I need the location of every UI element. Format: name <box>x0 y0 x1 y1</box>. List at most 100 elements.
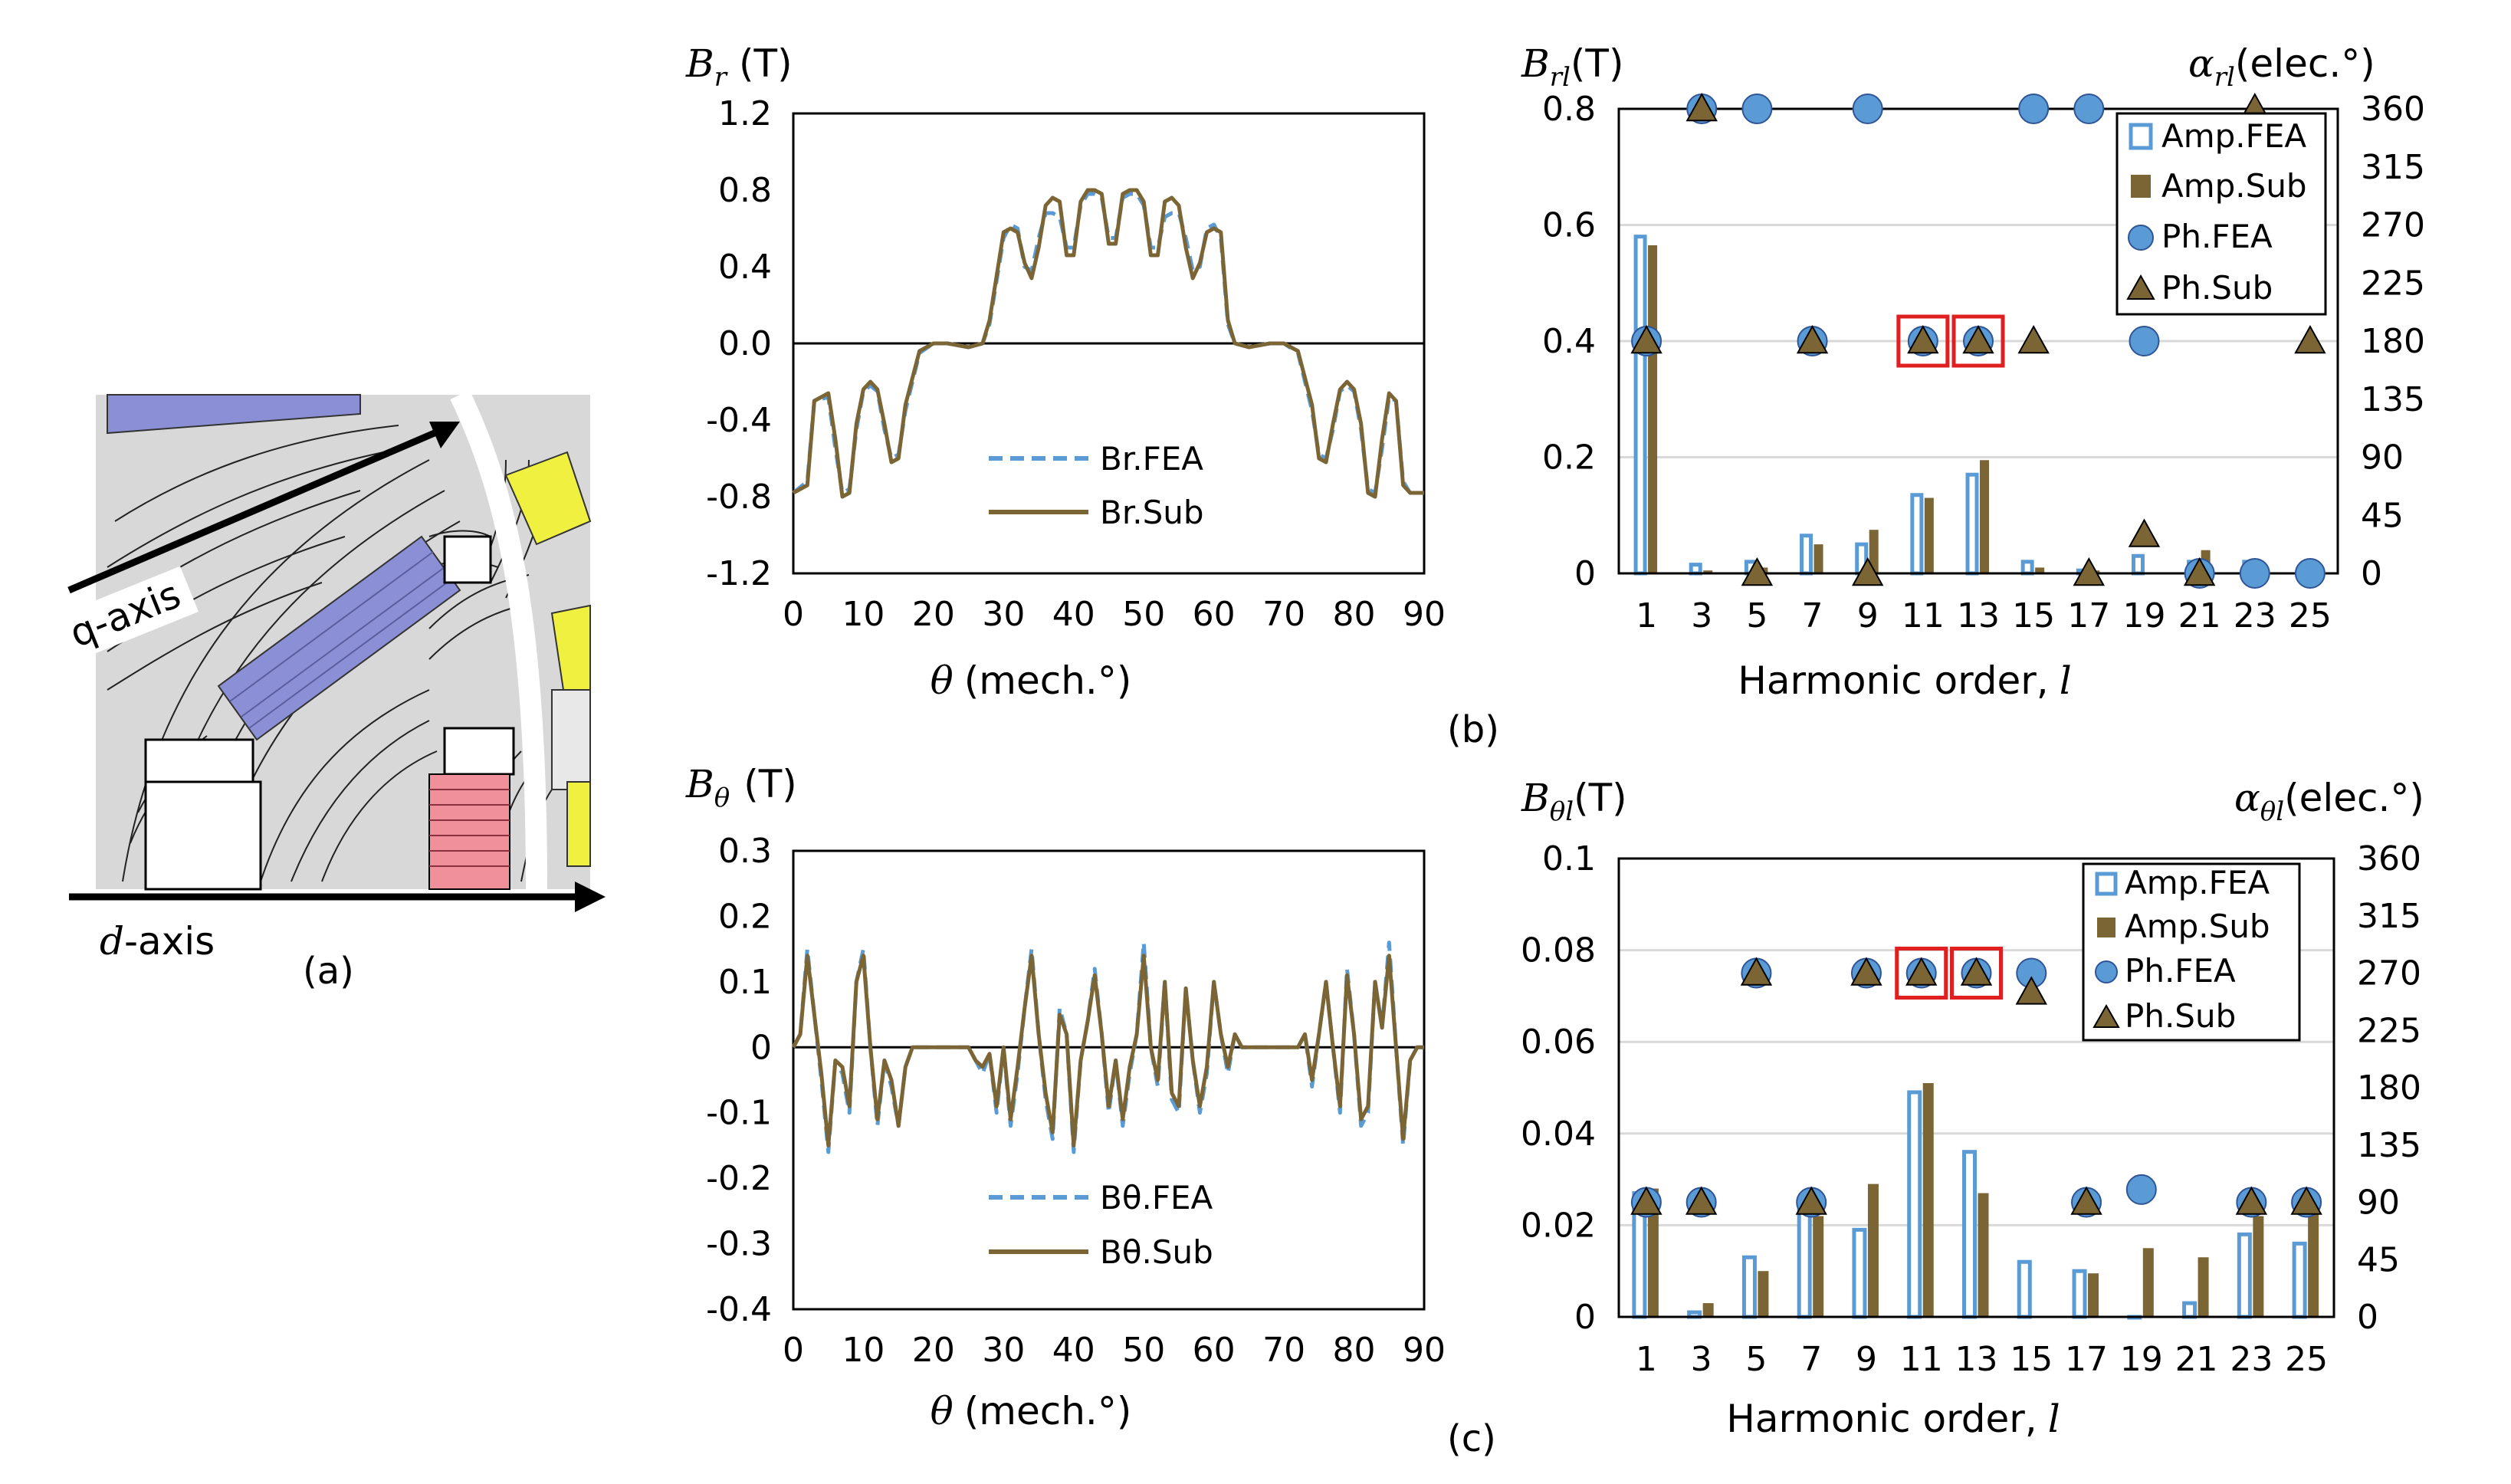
brl-y2-tick-label: 180 <box>2361 322 2425 361</box>
br-x-tick-label: 70 <box>1262 595 1305 634</box>
bt-x-axis-label: θ (mech.°) <box>931 1389 1132 1433</box>
panel-label-c: (c) <box>1447 1417 1496 1460</box>
brl-legend-phsub-label: Ph.Sub <box>2161 269 2273 307</box>
brl-bar-ampfea <box>1910 493 1924 576</box>
brl-x-tick-label: 1 <box>1636 596 1657 635</box>
btl-bar-ampsub <box>1978 1193 1989 1317</box>
br-series-sub-line <box>792 188 1424 499</box>
br-y-tick-label: -1.2 <box>706 554 772 593</box>
bt-x-tick-label: 30 <box>982 1331 1025 1370</box>
bt-y-tick-label: -0.3 <box>706 1225 772 1264</box>
rotor-slot-right <box>443 727 515 776</box>
brl-x-tick-label: 13 <box>1957 596 2000 635</box>
btl-bar-ampsub <box>2253 1216 2264 1317</box>
bt-x-tick-label: 80 <box>1333 1331 1376 1370</box>
panel-label-a: (a) <box>303 950 354 993</box>
btl-marker-phsub <box>2070 1186 2102 1215</box>
btl-bar-ampsub <box>1647 1188 1659 1317</box>
btl-x-axis-label: Harmonic order, l <box>1726 1397 2060 1441</box>
brl-marker-phsub <box>2183 556 2216 586</box>
rotor-pocket-left <box>144 780 262 891</box>
brl-x-tick-label: 3 <box>1691 596 1712 635</box>
brl-x-tick-label: 19 <box>2122 596 2165 635</box>
brl-x-tick-label: 23 <box>2234 596 2276 635</box>
brl-bar-ampsub <box>1869 530 1879 573</box>
btl-y-tick-label: 0.1 <box>1542 839 1596 878</box>
br-legend-sub-label: Br.Sub <box>1100 494 1204 531</box>
br-y-tick-label: 0.4 <box>718 248 772 287</box>
brl-legend: Amp.FEA Amp.Sub Ph.FEA Ph.Sub <box>2115 112 2327 316</box>
btl-x-tick-label: 21 <box>2175 1340 2218 1379</box>
btl-marker-phsub <box>1795 1186 1827 1215</box>
btl-bar-ampsub <box>1922 1083 1934 1317</box>
d-axis-arrowhead <box>575 882 606 912</box>
btl-legend-phfea-swatch <box>2095 960 2118 983</box>
brl-x-tick-label: 9 <box>1857 596 1879 635</box>
btl-bar-ampfea <box>1852 1227 1867 1319</box>
btl-marker-phsub <box>2235 1186 2268 1215</box>
btl-highlight-box-order-11 <box>1895 947 1948 1000</box>
btl-bar-ampfea <box>2182 1301 2198 1319</box>
bt-x-tick-label: 60 <box>1193 1331 1236 1370</box>
btl-x-tick-label: 7 <box>1800 1340 1822 1379</box>
btl-y2-tick-label: 180 <box>2357 1069 2421 1108</box>
br-legend-fea-label: Br.FEA <box>1100 440 1203 478</box>
brl-bar-ampsub <box>1980 460 1989 573</box>
bt-y-tick-label: 0.3 <box>718 832 772 871</box>
brl-legend-phsub-swatch <box>2126 274 2155 300</box>
btl-x-tick-label: 19 <box>2120 1340 2163 1379</box>
brl-y2-tick-label: 45 <box>2361 496 2404 535</box>
btl-bar-ampfea <box>1741 1255 1757 1319</box>
brl-bar-ampsub <box>1648 245 1658 573</box>
btl-marker-phsub <box>1685 1186 1718 1215</box>
btl-legend-ampfea-swatch <box>2095 872 2118 896</box>
brl-highlight-box-order-11 <box>1896 314 1950 368</box>
btl-bar-ampfea <box>2072 1269 2087 1319</box>
brl-x-tick-label: 17 <box>2067 596 2110 635</box>
br-x-tick-label: 30 <box>982 595 1025 634</box>
br-y-tick-label: -0.8 <box>706 478 772 517</box>
q-axis-arrow <box>67 422 454 594</box>
stator-winding <box>428 773 510 890</box>
brl-y2-axis-label: αrl(elec.°) <box>2188 41 2375 93</box>
brl-marker-phsub <box>1851 556 1884 586</box>
btl-marker-phsub <box>1905 957 1938 986</box>
btl-y-tick-label: 0.04 <box>1521 1115 1596 1154</box>
brl-y-axis-label: Brl(T) <box>1521 41 1623 93</box>
btl-legend-phsub-swatch <box>2092 1003 2120 1028</box>
btl-bar-ampsub <box>2308 1197 2319 1317</box>
btl-y-tick-label: 0.02 <box>1521 1206 1596 1245</box>
brl-y-tick-label: 0.8 <box>1542 90 1596 129</box>
btl-legend-phfea-label: Ph.FEA <box>2125 952 2236 990</box>
brl-bar-ampsub <box>1924 497 1934 573</box>
brl-harmonic-chart: Brl(T) αrl(elec.°) Harmonic order, l 0.8 0… <box>1521 41 2425 703</box>
btl-legend-ampfea-label: Amp.FEA <box>2125 864 2270 901</box>
bt-legend-sub-label: Bθ.Sub <box>1100 1233 1213 1271</box>
btl-bar-ampsub <box>1702 1303 1714 1317</box>
btl-y2-tick-label: 45 <box>2357 1240 2400 1279</box>
btl-x-tick-label: 13 <box>1955 1340 1998 1379</box>
brl-y2-tick-label: 360 <box>2361 90 2425 129</box>
bt-x-tick-label: 20 <box>912 1331 955 1370</box>
btl-x-tick-label: 1 <box>1636 1340 1657 1379</box>
br-legend: Br.FEA Br.Sub <box>989 440 1204 531</box>
brl-marker-phsub <box>2073 556 2106 586</box>
brl-marker-phfea <box>2294 558 2326 589</box>
btl-x-tick-label: 25 <box>2285 1340 2328 1379</box>
bt-x-tick-label: 0 <box>783 1331 804 1370</box>
brl-y-tick-label: 0.2 <box>1542 438 1596 478</box>
btl-y-tick-label: 0.08 <box>1521 931 1596 970</box>
btl-marker-phsub <box>1960 957 1993 986</box>
brl-bar-ampfea <box>1689 563 1702 576</box>
brl-y2-tick-label: 225 <box>2361 264 2425 303</box>
motor-cross-section-diagram: q-axis d-axis (a) <box>55 389 606 993</box>
brl-bar-ampsub <box>1703 570 1713 573</box>
btl-marker-phsub <box>1740 957 1773 986</box>
btl-y2-tick-label: 360 <box>2357 839 2421 878</box>
btl-y2-axis-label: αθl(elec.°) <box>2234 776 2424 827</box>
btl-bar-ampsub <box>2142 1248 2154 1317</box>
brl-marker-phsub <box>2128 518 2161 547</box>
brl-y2-tick-label: 135 <box>2361 380 2425 419</box>
btl-y-tick-label: 0.06 <box>1521 1023 1596 1062</box>
